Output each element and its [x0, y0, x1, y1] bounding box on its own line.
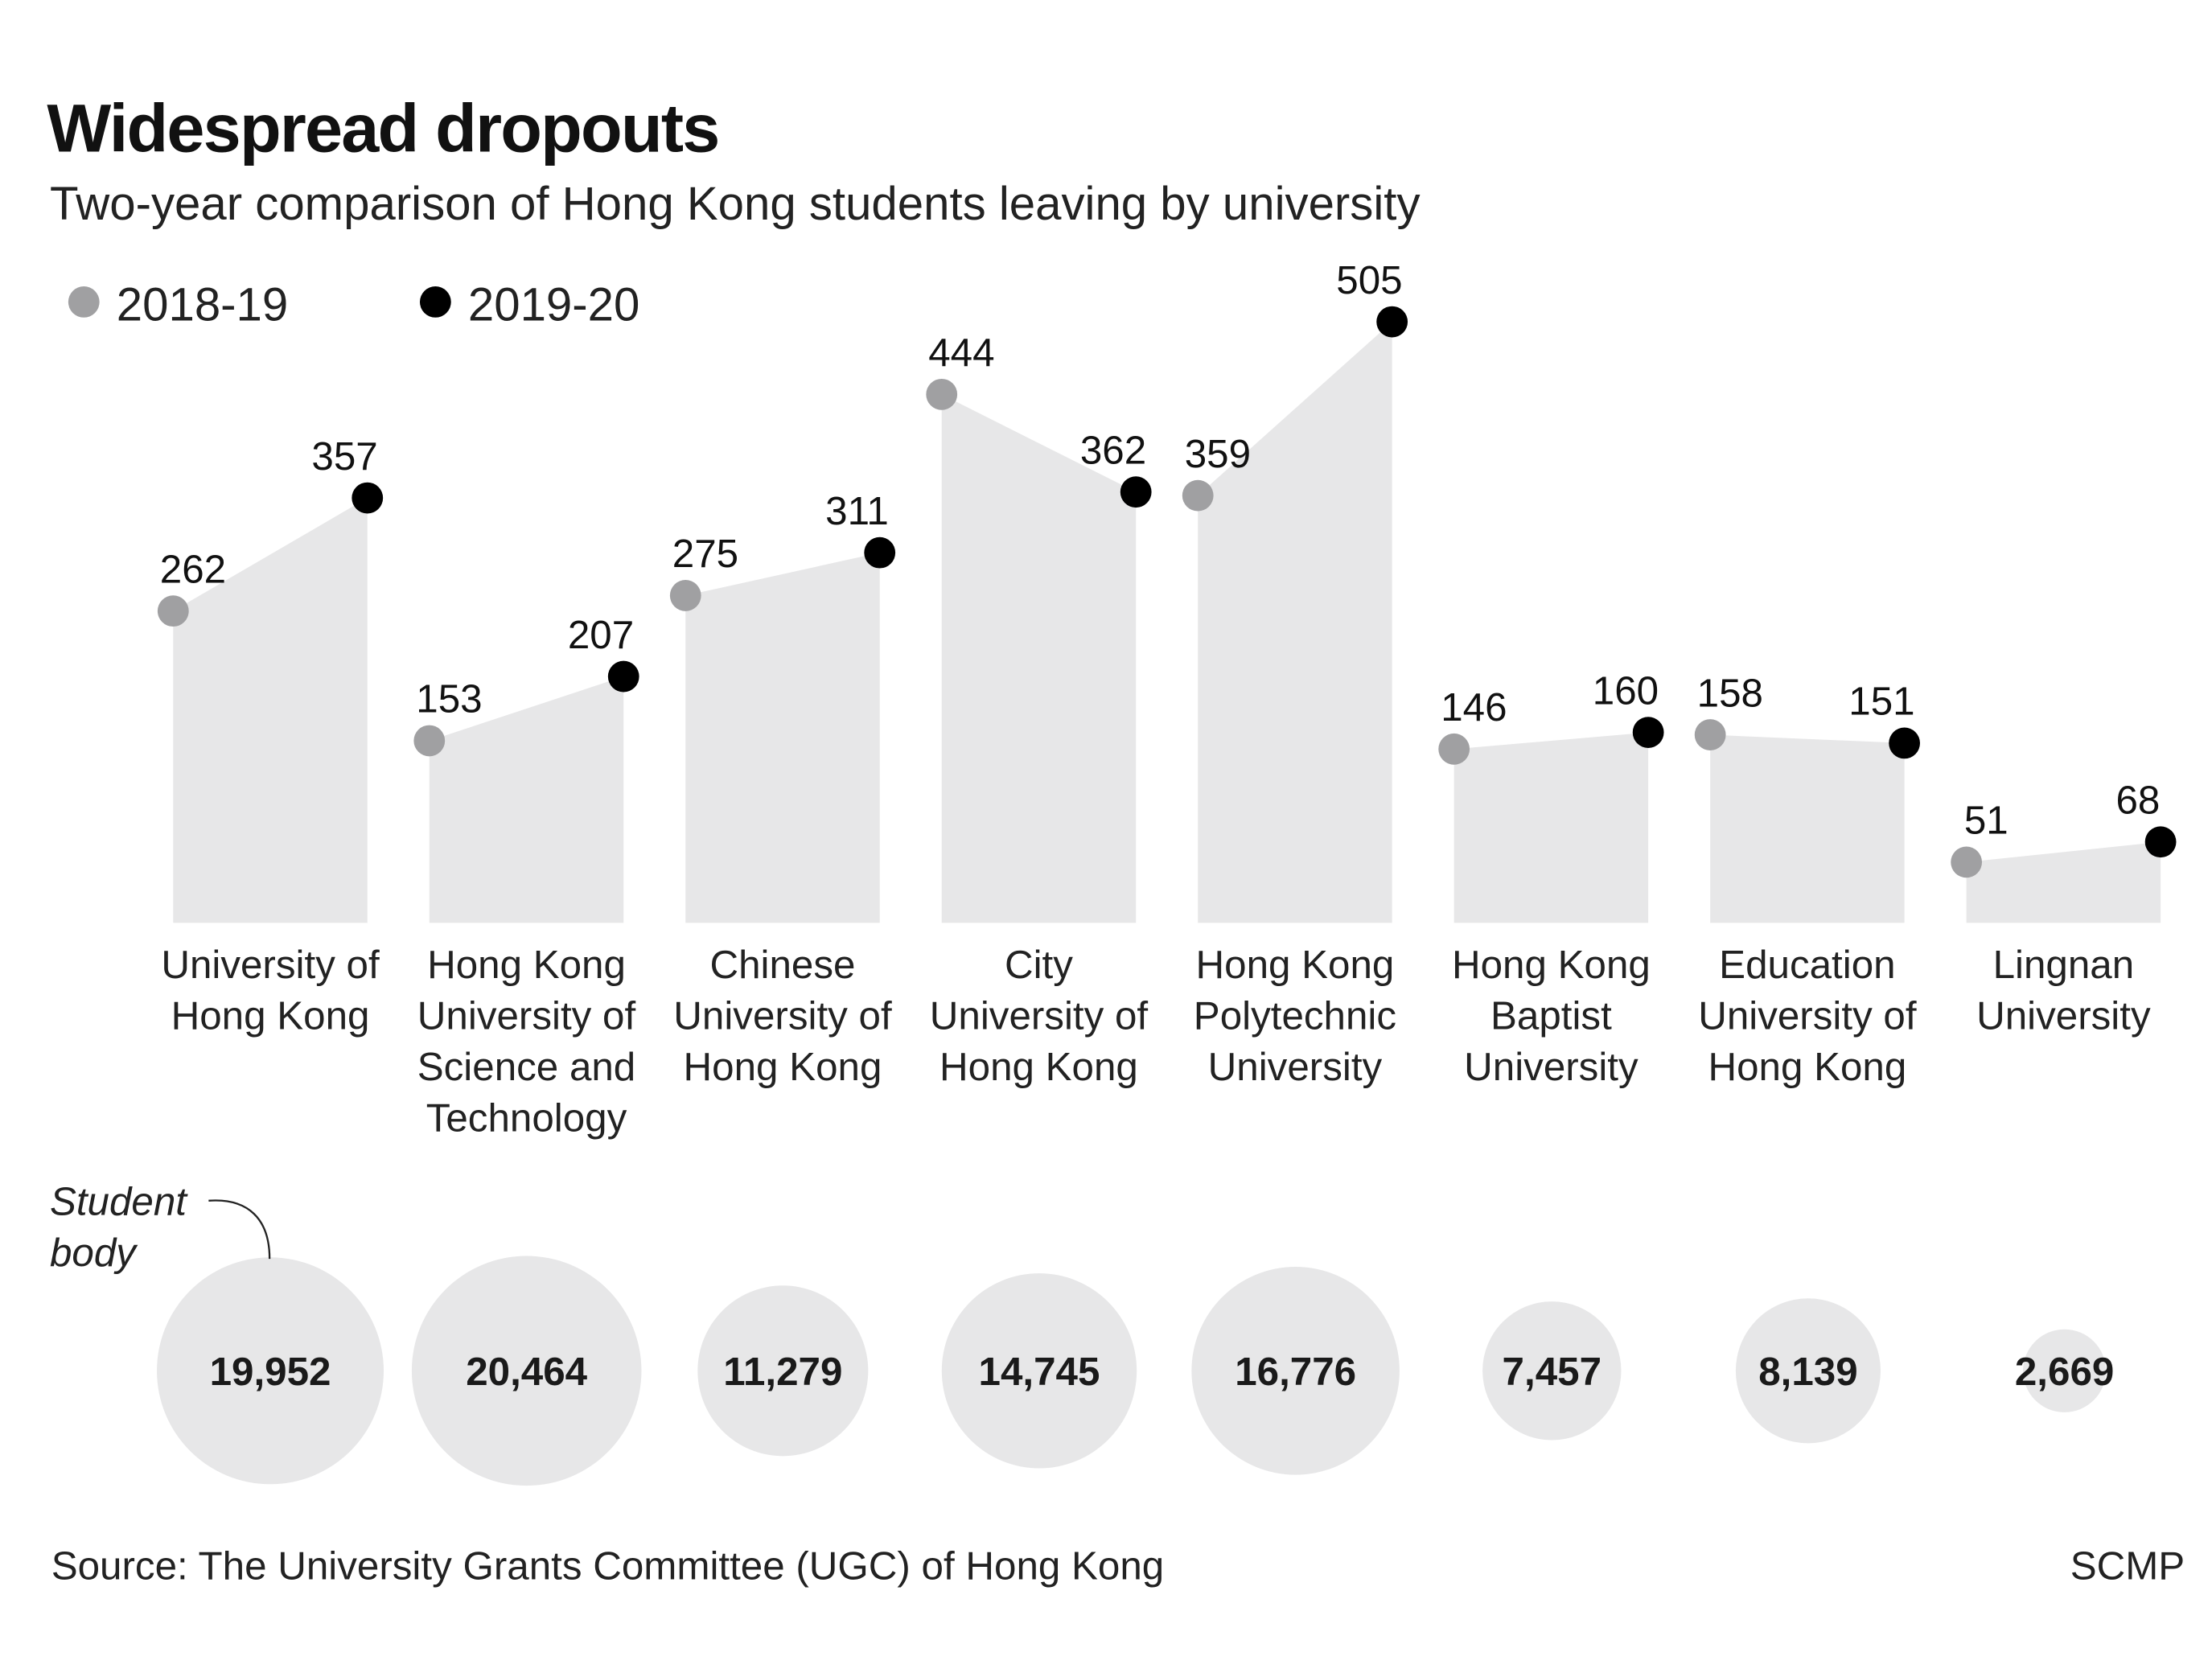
- bubble-2: [697, 1285, 869, 1457]
- point-2018-19-7: [1951, 846, 1983, 878]
- data-label-2018-19-6: 158: [1697, 671, 1763, 715]
- bubble-4: [1191, 1267, 1400, 1475]
- bubble-6: [1735, 1298, 1881, 1444]
- area-6: [1710, 734, 1905, 923]
- area-5: [1453, 732, 1649, 923]
- bubble-label-4: 16,776: [1235, 1350, 1356, 1394]
- bubble-label-6: 8,139: [1758, 1350, 1857, 1394]
- category-label-6: University of: [1698, 994, 1917, 1038]
- point-2019-20-7: [2144, 826, 2177, 858]
- annotation-leader-line: [208, 1199, 271, 1260]
- bubble-label-7: 2,669: [2015, 1350, 2114, 1394]
- category-label-1: Science and: [417, 1045, 636, 1089]
- bubble-7: [2023, 1329, 2107, 1412]
- area-2: [685, 553, 880, 923]
- point-2018-19-3: [926, 378, 958, 410]
- category-label-5: Baptist: [1490, 994, 1612, 1038]
- point-2019-20-2: [864, 536, 896, 569]
- data-label-2018-19-3: 444: [928, 331, 994, 375]
- data-label-2019-20-4: 505: [1336, 258, 1402, 302]
- category-label-5: University: [1464, 1045, 1638, 1089]
- legend-marker-2018-19: [68, 286, 100, 318]
- bubble-label-3: 14,745: [979, 1350, 1100, 1394]
- point-2019-20-5: [1632, 717, 1664, 748]
- data-label-2019-20-3: 362: [1080, 428, 1146, 472]
- data-label-2019-20-7: 68: [2115, 778, 2160, 822]
- category-label-6: Education: [1719, 943, 1895, 987]
- chart-subtitle: Two-year comparison of Hong Kong student…: [50, 178, 1421, 230]
- area-1: [429, 676, 624, 923]
- student-body-label-line2: body: [50, 1231, 138, 1275]
- data-label-2019-20-0: 357: [311, 434, 377, 479]
- data-label-2019-20-2: 311: [825, 489, 889, 533]
- plot-area: 262 357 University of Hong Kong 153 207 Hong K…: [157, 258, 2177, 1140]
- student-body-bubbles: 19,952 20,464 11,279 14,745 16,776 7,457 8,139…: [157, 1256, 2114, 1486]
- point-2018-19-1: [413, 725, 446, 757]
- category-label-0: Hong Kong: [171, 994, 370, 1038]
- category-label-1: University of: [417, 994, 636, 1038]
- category-label-1: Hong Kong: [427, 943, 626, 987]
- legend-marker-2019-20: [419, 286, 451, 318]
- category-label-4: University: [1208, 1045, 1383, 1089]
- category-label-2: Hong Kong: [684, 1045, 882, 1089]
- bubble-3: [941, 1273, 1137, 1469]
- category-label-4: Polytechnic: [1194, 994, 1396, 1038]
- data-label-2018-19-7: 51: [1964, 799, 2008, 843]
- data-label-2019-20-1: 207: [568, 613, 634, 657]
- bubble-label-5: 7,457: [1503, 1350, 1601, 1394]
- category-label-4: Hong Kong: [1196, 943, 1395, 987]
- point-2018-19-6: [1694, 719, 1726, 750]
- bubble-1: [411, 1256, 642, 1486]
- category-label-7: University: [1976, 994, 2151, 1038]
- point-2019-20-0: [352, 482, 384, 514]
- source-note: Source: The University Grants Committee …: [51, 1543, 1165, 1588]
- legend-label-2018-19: 2018-19: [117, 278, 288, 331]
- credit: SCMP: [2070, 1543, 2185, 1588]
- point-2018-19-2: [669, 580, 701, 611]
- category-label-7: Lingnan: [1993, 943, 2135, 987]
- point-2019-20-1: [607, 660, 639, 693]
- point-2018-19-0: [157, 595, 189, 627]
- data-label-2018-19-0: 262: [160, 547, 226, 591]
- point-2019-20-3: [1120, 476, 1152, 508]
- data-label-2018-19-4: 359: [1185, 432, 1251, 476]
- data-label-2018-19-2: 275: [672, 532, 738, 576]
- category-label-1: Technology: [426, 1095, 627, 1140]
- category-label-0: University of: [161, 943, 380, 987]
- legend: 2018-19 2019-20: [68, 278, 639, 331]
- bubble-label-2: 11,279: [723, 1350, 842, 1394]
- data-label-2019-20-5: 160: [1593, 668, 1659, 713]
- category-label-3: City: [1005, 943, 1073, 987]
- point-2019-20-6: [1889, 727, 1921, 759]
- category-label-6: Hong Kong: [1708, 1045, 1906, 1089]
- legend-label-2019-20: 2019-20: [468, 278, 639, 331]
- bubble-5: [1482, 1301, 1622, 1441]
- point-2018-19-4: [1182, 479, 1214, 512]
- category-label-5: Hong Kong: [1452, 943, 1651, 987]
- point-2019-20-4: [1376, 306, 1408, 338]
- student-body-label-line1: Student: [50, 1179, 188, 1223]
- data-label-2019-20-6: 151: [1848, 680, 1914, 724]
- category-label-2: University of: [673, 994, 892, 1038]
- area-3: [941, 394, 1137, 923]
- area-0: [173, 498, 368, 923]
- bubble-label-1: 20,464: [466, 1350, 587, 1394]
- chart-title: Widespread dropouts: [47, 90, 718, 166]
- data-label-2018-19-5: 146: [1441, 685, 1507, 730]
- area-4: [1198, 322, 1392, 923]
- data-label-2018-19-1: 153: [416, 677, 482, 721]
- category-label-3: Hong Kong: [939, 1045, 1138, 1089]
- area-7: [1966, 841, 2161, 923]
- student-body-annotation: Student body: [50, 1179, 271, 1275]
- category-label-3: University of: [930, 994, 1149, 1038]
- bubble-label-0: 19,952: [210, 1350, 331, 1394]
- bubble-0: [157, 1257, 384, 1485]
- point-2018-19-5: [1438, 733, 1470, 765]
- category-label-2: Chinese: [709, 943, 855, 987]
